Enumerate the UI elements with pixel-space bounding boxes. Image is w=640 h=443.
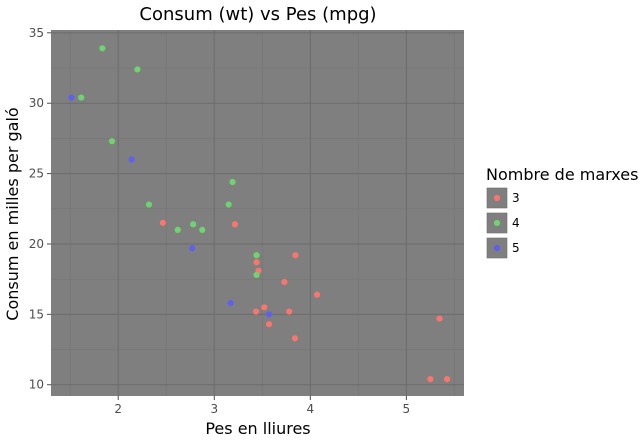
legend-point-5 (493, 244, 501, 252)
y-tick-label: 25 (29, 167, 44, 181)
y-tick-label: 20 (29, 237, 44, 251)
data-point-gear-3 (253, 259, 260, 266)
data-point-gear-4 (174, 226, 181, 233)
data-point-gear-4 (145, 201, 153, 208)
data-points (68, 45, 451, 383)
data-point-gear-4 (199, 226, 206, 233)
data-point-gear-3 (231, 221, 239, 228)
data-point-gear-5 (68, 94, 75, 101)
grid-lines (51, 30, 464, 396)
data-point-gear-3 (443, 376, 451, 383)
y-tick-label: 35 (29, 26, 44, 40)
data-point-gear-3 (291, 335, 299, 342)
legend-point-3 (493, 194, 501, 202)
legend-label-3: 3 (512, 191, 520, 205)
data-point-gear-3 (261, 304, 268, 311)
chart-title: Consum (wt) vs Pes (mpg) (139, 4, 376, 25)
x-tick-label: 4 (307, 402, 315, 416)
x-axis-label: Pes en lliures (205, 419, 310, 438)
data-point-gear-4 (78, 94, 85, 101)
data-point-gear-4 (225, 201, 232, 208)
data-point-gear-3 (252, 308, 260, 315)
data-point-gear-5 (128, 156, 135, 163)
data-point-gear-3 (281, 278, 288, 286)
data-point-gear-3 (436, 315, 443, 322)
data-point-gear-5 (265, 311, 273, 318)
y-axis-ticks: 10 15 20 25 30 35 (29, 26, 51, 392)
y-tick-label: 15 (29, 307, 44, 321)
x-tick-label: 5 (403, 402, 411, 416)
data-point-gear-5 (189, 245, 196, 252)
data-point-gear-3 (159, 219, 166, 226)
y-axis-label: Consum en milles per galó (3, 107, 22, 320)
data-point-gear-3 (427, 376, 434, 383)
data-point-gear-3 (265, 321, 273, 328)
data-point-gear-5 (227, 299, 234, 307)
y-tick-label: 10 (29, 378, 44, 392)
data-point-gear-4 (253, 271, 260, 279)
legend-point-4 (493, 219, 501, 227)
data-point-gear-4 (190, 221, 197, 228)
x-axis-ticks: 2 3 4 5 (114, 396, 410, 416)
x-tick-label: 3 (210, 402, 218, 416)
data-point-gear-4 (229, 178, 236, 186)
plot-panel (51, 30, 464, 396)
x-tick-label: 2 (114, 402, 122, 416)
data-point-gear-4 (108, 138, 116, 145)
legend-label-4: 4 (512, 216, 520, 230)
data-point-gear-4 (253, 252, 260, 259)
data-point-gear-4 (99, 45, 106, 52)
y-tick-label: 30 (29, 96, 44, 110)
data-point-gear-3 (313, 291, 321, 298)
data-point-gear-3 (292, 252, 299, 259)
data-point-gear-3 (286, 308, 293, 315)
data-point-gear-4 (134, 66, 141, 73)
legend: Nombre de marxes 3 4 5 (486, 165, 638, 259)
legend-title: Nombre de marxes (486, 165, 638, 184)
legend-label-5: 5 (512, 241, 520, 255)
